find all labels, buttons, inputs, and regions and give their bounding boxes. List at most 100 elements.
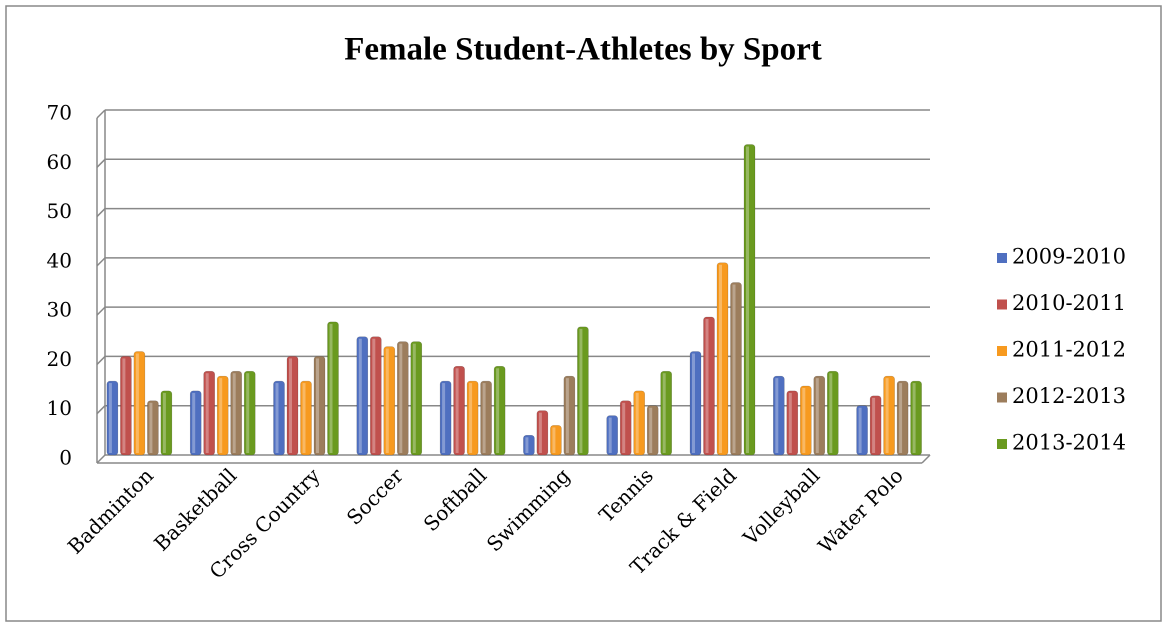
- bar-highlight: [219, 378, 223, 453]
- bar: [300, 380, 312, 456]
- bar-highlight: [149, 402, 153, 453]
- bar: [743, 144, 756, 456]
- bar: [619, 400, 632, 456]
- bar: [800, 385, 812, 456]
- bar: [856, 405, 868, 456]
- chart-title: Female Student-Athletes by Sport: [344, 32, 822, 68]
- bar-highlight: [912, 383, 916, 453]
- bar: [243, 370, 256, 456]
- bar: [910, 380, 922, 456]
- bar: [439, 380, 452, 456]
- y-tick-label: 60: [47, 150, 72, 174]
- legend-swatch: [997, 346, 1007, 356]
- bar: [773, 375, 785, 456]
- bar-highlight: [246, 373, 250, 453]
- bar-highlight: [496, 368, 500, 453]
- bar-highlight: [232, 373, 236, 453]
- grid-line-side: [96, 158, 106, 168]
- grid-line-side: [96, 257, 106, 267]
- y-tick-label: 40: [47, 248, 72, 272]
- x-axis-side: [921, 454, 931, 464]
- bar: [786, 390, 799, 456]
- bar: [606, 415, 618, 456]
- bar: [370, 336, 382, 456]
- bar: [410, 341, 423, 456]
- bar-highlight: [802, 388, 806, 453]
- bar-highlight: [399, 343, 403, 453]
- bar: [536, 410, 549, 456]
- bar-highlight: [316, 358, 319, 453]
- bar-highlight: [719, 264, 722, 453]
- bar-highlight: [329, 323, 333, 453]
- bar-highlight: [289, 358, 292, 453]
- bar: [453, 366, 465, 456]
- bar: [703, 316, 715, 456]
- bar: [827, 370, 839, 456]
- bar: [577, 326, 589, 456]
- bar-highlight: [538, 412, 542, 453]
- bar-highlight: [552, 427, 556, 453]
- bar: [466, 380, 479, 456]
- bar: [397, 341, 409, 456]
- bar: [356, 336, 369, 456]
- bar: [716, 262, 729, 456]
- bar: [523, 435, 535, 456]
- bar: [493, 366, 506, 456]
- bar-highlight: [775, 378, 779, 453]
- bar-highlight: [829, 373, 833, 453]
- bar: [550, 425, 562, 456]
- bar-highlight: [732, 284, 736, 453]
- bar-highlight: [525, 437, 529, 453]
- bar: [120, 356, 132, 456]
- bar-highlight: [579, 328, 583, 453]
- bar-highlight: [815, 378, 819, 453]
- bar-highlight: [385, 348, 389, 453]
- bar: [286, 356, 299, 456]
- bar: [203, 370, 215, 456]
- bar-highlight: [608, 417, 612, 453]
- bar-highlight: [358, 338, 362, 453]
- legend-swatch: [997, 392, 1007, 403]
- bar-highlight: [565, 378, 569, 453]
- bar: [383, 346, 396, 456]
- bar: [106, 380, 119, 456]
- bar: [327, 321, 339, 456]
- bar-highlight: [455, 368, 459, 453]
- legend-label: 2013-2014: [1012, 431, 1126, 455]
- bar: [660, 370, 672, 456]
- bar-highlight: [442, 383, 446, 453]
- bar: [273, 380, 285, 456]
- grid-line-side: [96, 355, 106, 365]
- bar-highlight: [482, 383, 486, 453]
- grid-line-side: [96, 454, 106, 464]
- grid-line-side: [96, 405, 106, 415]
- bar-highlight: [692, 353, 695, 453]
- bar-highlight: [662, 373, 666, 453]
- bar: [869, 395, 882, 456]
- bar: [633, 390, 645, 456]
- bar: [689, 351, 702, 456]
- bar-highlight: [788, 392, 792, 453]
- bar: [563, 375, 576, 456]
- legend-label: 2012-2013: [1012, 384, 1126, 408]
- bar-highlight: [899, 383, 903, 453]
- bar: [216, 375, 229, 456]
- bar: [480, 380, 492, 456]
- bar-highlight: [162, 392, 166, 453]
- bar-highlight: [192, 392, 196, 453]
- y-tick-label: 50: [47, 199, 72, 223]
- legend-swatch: [997, 299, 1007, 310]
- legend-swatch: [997, 439, 1007, 449]
- bar-highlight: [872, 397, 876, 453]
- bar-highlight: [705, 319, 709, 453]
- bar-highlight: [885, 378, 889, 453]
- bar-highlight: [302, 383, 306, 453]
- bar: [813, 375, 826, 456]
- legend-label: 2010-2011: [1012, 291, 1126, 315]
- bar-highlight: [746, 146, 749, 453]
- bar-highlight: [108, 383, 112, 453]
- bar-highlight: [858, 407, 862, 453]
- bar-highlight: [649, 407, 653, 453]
- y-tick-label: 0: [59, 446, 72, 470]
